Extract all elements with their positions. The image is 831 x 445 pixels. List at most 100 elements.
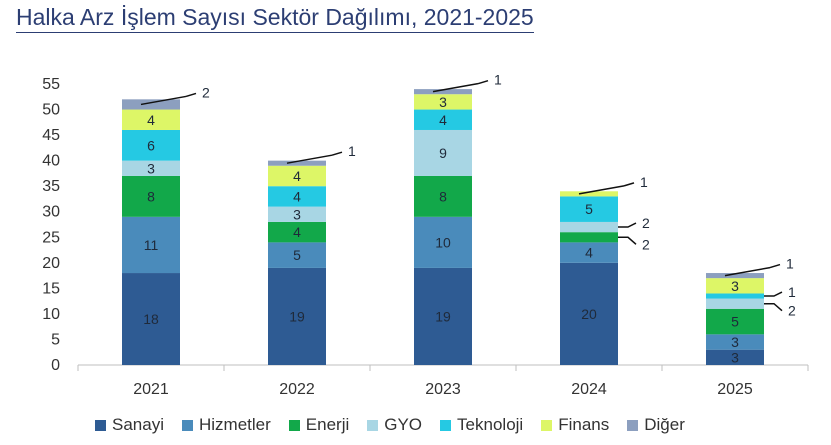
legend-swatch bbox=[627, 419, 639, 431]
callout-label: 1 bbox=[786, 256, 794, 272]
chart-title: Halka Arz İşlem Sayısı Sektör Dağılımı, … bbox=[16, 4, 534, 33]
bar-segment-enerji bbox=[268, 221, 326, 243]
bar-segment-hizmetler bbox=[414, 216, 472, 268]
data-label: 11 bbox=[144, 237, 159, 253]
callout-line bbox=[432, 82, 479, 93]
legend-swatch bbox=[367, 419, 379, 431]
bar-segment-sanayi bbox=[706, 349, 764, 365]
bar-segment-sanayi bbox=[122, 273, 180, 365]
bar-segment-enerji bbox=[706, 308, 764, 335]
legend-item-sanayi: Sanayi bbox=[95, 415, 164, 435]
bar-segment-teknoloji bbox=[268, 186, 326, 207]
data-label: 3 bbox=[731, 349, 739, 365]
callout-line bbox=[477, 79, 489, 85]
bar-segment-teknoloji bbox=[706, 293, 764, 299]
bar-segment-gyo bbox=[122, 160, 180, 176]
y-tick-label: 10 bbox=[42, 306, 60, 323]
bar-segment-finans bbox=[560, 191, 618, 197]
legend-label: Enerji bbox=[305, 415, 350, 434]
bar-segment-gyo bbox=[706, 298, 764, 309]
bar-segment-diğer bbox=[414, 89, 472, 95]
callout-label: 2 bbox=[202, 84, 210, 100]
y-tick-label: 35 bbox=[42, 178, 60, 195]
callout-line bbox=[623, 182, 635, 187]
y-tick-label: 45 bbox=[42, 127, 60, 144]
bar-segment-diğer bbox=[122, 99, 180, 110]
x-tick-label: 2024 bbox=[571, 381, 607, 398]
legend-label: Sanayi bbox=[112, 415, 164, 434]
y-tick-label: 50 bbox=[42, 102, 60, 119]
bar-segment-sanayi bbox=[560, 262, 618, 365]
legend-item-gyo: GYO bbox=[367, 415, 422, 435]
data-label: 4 bbox=[293, 168, 301, 184]
data-label: 8 bbox=[147, 188, 155, 204]
y-tick-label: 40 bbox=[42, 153, 60, 170]
bar-segment-teknoloji bbox=[122, 129, 180, 161]
bar-segment-gyo bbox=[414, 129, 472, 176]
data-label: 4 bbox=[585, 245, 593, 261]
y-tick-label: 15 bbox=[42, 280, 60, 297]
bar-segment-enerji bbox=[560, 232, 618, 243]
bar-segment-gyo bbox=[268, 206, 326, 222]
data-label: 4 bbox=[293, 188, 301, 204]
legend-label: Diğer bbox=[644, 415, 685, 434]
legend-item-finans: Finans bbox=[541, 415, 609, 435]
legend-item-hizmetler: Hizmetler bbox=[181, 415, 271, 435]
x-tick-label: 2023 bbox=[425, 381, 461, 398]
legend: Sanayi Hizmetler Enerji GYO Teknoloji Finans D… bbox=[95, 415, 685, 435]
data-label: 6 bbox=[147, 137, 155, 153]
data-label: 18 bbox=[143, 311, 159, 327]
y-tick-label: 30 bbox=[42, 204, 60, 221]
legend-swatch bbox=[288, 419, 300, 431]
bar-segment-finans bbox=[706, 278, 764, 294]
bar-segment-finans bbox=[122, 109, 180, 130]
data-label: 10 bbox=[435, 234, 451, 250]
callout-label: 2 bbox=[642, 215, 650, 231]
bar-segment-hizmetler bbox=[122, 216, 180, 274]
bar-segment-sanayi bbox=[414, 267, 472, 365]
data-label: 3 bbox=[293, 206, 301, 222]
x-tick-label: 2025 bbox=[717, 381, 753, 398]
callout-label: 2 bbox=[642, 236, 650, 252]
bar-segment-enerji bbox=[414, 175, 472, 217]
callout-line bbox=[769, 263, 781, 269]
callout-line bbox=[331, 151, 343, 156]
callout-label: 1 bbox=[640, 174, 648, 190]
data-label: 3 bbox=[147, 160, 155, 176]
y-tick-label: 25 bbox=[42, 229, 60, 246]
callout-line bbox=[185, 92, 197, 98]
bar-segment-gyo bbox=[560, 221, 618, 233]
legend-label: Hizmetler bbox=[198, 415, 271, 434]
data-label: 5 bbox=[293, 247, 301, 263]
bar-segment-hizmetler bbox=[560, 242, 618, 263]
callout-line bbox=[764, 291, 783, 297]
bar-segment-finans bbox=[414, 94, 472, 110]
legend-item-diğer: Diğer bbox=[627, 415, 685, 435]
legend-swatch bbox=[440, 419, 452, 431]
bar-segment-enerji bbox=[122, 175, 180, 217]
callout-line bbox=[286, 154, 333, 164]
data-label: 5 bbox=[585, 201, 593, 217]
data-label: 5 bbox=[731, 314, 739, 330]
callout-line bbox=[724, 266, 771, 277]
data-label: 20 bbox=[581, 306, 597, 322]
bar-segment-finans bbox=[268, 165, 326, 187]
bar-segment-hizmetler bbox=[268, 242, 326, 268]
data-label: 4 bbox=[439, 112, 447, 128]
data-label: 4 bbox=[147, 112, 155, 128]
x-tick-label: 2022 bbox=[279, 381, 315, 398]
y-tick-label: 5 bbox=[51, 331, 60, 348]
legend-swatch bbox=[541, 419, 553, 431]
callout-line bbox=[764, 302, 783, 312]
bar-segment-teknoloji bbox=[560, 196, 618, 222]
legend-label: Finans bbox=[558, 415, 610, 434]
legend-swatch bbox=[95, 419, 106, 431]
legend-swatch bbox=[181, 419, 193, 431]
bar-segment-sanayi bbox=[268, 267, 326, 365]
bar-segment-teknoloji bbox=[414, 109, 472, 130]
y-tick-label: 0 bbox=[51, 357, 60, 374]
data-label: 4 bbox=[293, 224, 301, 240]
legend-label: GYO bbox=[384, 415, 423, 434]
y-tick-label: 55 bbox=[42, 76, 60, 93]
